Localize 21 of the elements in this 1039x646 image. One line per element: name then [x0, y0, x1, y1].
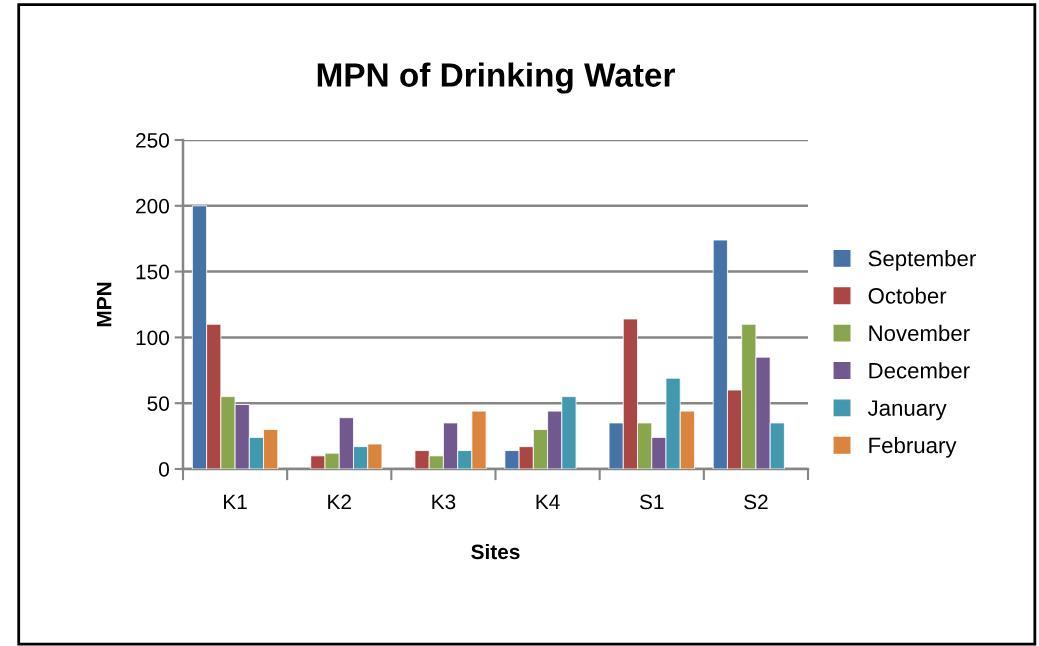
legend-label: January — [867, 400, 947, 421]
y-tick-label: 200 — [136, 198, 169, 214]
x-tick-label: K2 — [328, 494, 351, 510]
y-tick-label: 150 — [136, 264, 169, 280]
x-axis-title: Sites — [471, 543, 520, 560]
chart-title: MPN of Drinking Water — [317, 62, 675, 94]
x-tick-label: K1 — [224, 494, 247, 510]
y-tick-label: 250 — [136, 133, 169, 148]
y-tick-label: 50 — [147, 396, 169, 411]
legend-label: September — [868, 250, 976, 271]
x-tick-label: K4 — [536, 494, 560, 510]
y-tick-label: 0 — [159, 462, 169, 477]
legend-label: December — [869, 362, 970, 379]
legend-label: October — [868, 287, 947, 304]
y-tick-label: 100 — [136, 330, 169, 346]
x-tick-label: K3 — [432, 494, 456, 510]
x-tick-label: S2 — [744, 494, 768, 510]
legend-label: November — [869, 324, 970, 342]
y-axis-title: MPN — [96, 282, 112, 327]
x-tick-label: S1 — [639, 494, 664, 510]
legend-label: February — [869, 436, 957, 458]
